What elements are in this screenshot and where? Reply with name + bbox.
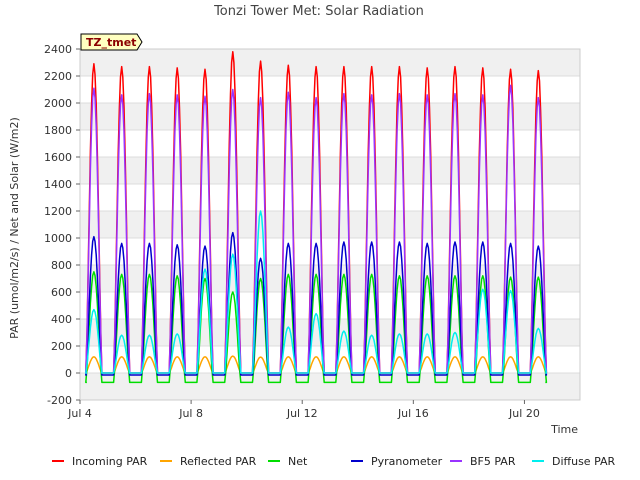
y-tick-label: -200 <box>47 394 72 407</box>
grid-band <box>80 49 580 76</box>
series-line <box>85 210 548 374</box>
grid-band <box>80 319 580 346</box>
y-tick-label: 800 <box>51 259 72 272</box>
legend-item: Pyranometer <box>351 455 443 468</box>
y-tick-label: 1400 <box>44 178 72 191</box>
y-tick-label: 1600 <box>44 151 72 164</box>
legend-label: Net <box>288 455 308 468</box>
y-tick-label: 200 <box>51 340 72 353</box>
series-line <box>85 355 548 374</box>
legend-label: Diffuse PAR <box>552 455 616 468</box>
y-axis-label: PAR (umol/m2/s) / Net and Solar (W/m2) <box>8 117 21 339</box>
x-axis: Jul 4 Jul 8 Jul 12 Jul 16 Jul 20 <box>67 400 540 420</box>
y-tick-label: 1200 <box>44 205 72 218</box>
plot-frame <box>79 48 581 401</box>
legend-item: Incoming PAR <box>52 455 148 468</box>
legend-item: Reflected PAR <box>160 455 257 468</box>
chart-title: Tonzi Tower Met: Solar Radiation <box>213 4 424 19</box>
legend-item: Diffuse PAR <box>532 455 616 468</box>
y-tick-label: 2000 <box>44 97 72 110</box>
x-tick-label: Jul 4 <box>67 407 92 420</box>
series-line <box>85 84 548 374</box>
site-tag: TZ_tmet <box>80 33 143 51</box>
legend-item: BF5 PAR <box>450 455 516 468</box>
legend-item: Net <box>268 455 308 468</box>
grid-band <box>80 373 580 400</box>
x-tick-label: Jul 12 <box>286 407 318 420</box>
grid-band <box>80 157 580 184</box>
legend-label: Pyranometer <box>371 455 443 468</box>
legend-label: BF5 PAR <box>470 455 516 468</box>
series-layer <box>85 50 548 384</box>
x-tick-label: Jul 20 <box>508 407 540 420</box>
x-tick-label: Jul 16 <box>397 407 429 420</box>
grid-band <box>80 103 580 130</box>
legend-label: Reflected PAR <box>180 455 257 468</box>
site-tag-box <box>80 33 143 51</box>
grid-bands <box>80 48 580 401</box>
y-tick-label: 2200 <box>44 70 72 83</box>
y-tick-label: 1800 <box>44 124 72 137</box>
x-axis-label: Time <box>550 423 578 436</box>
y-tick-label: 0 <box>65 367 72 380</box>
y-tick-label: 400 <box>51 313 72 326</box>
grid-band <box>80 211 580 238</box>
y-tick-label: 2400 <box>44 43 72 56</box>
y-tick-label: 1000 <box>44 232 72 245</box>
grid-band <box>80 265 580 292</box>
legend-label: Incoming PAR <box>72 455 148 468</box>
series-line <box>85 231 548 376</box>
site-tag-label: TZ_tmet <box>86 36 136 49</box>
x-tick-label: Jul 8 <box>178 407 203 420</box>
y-axis: -200 0 200 400 600 800 1000 1200 1400 1600 1800 200… <box>44 43 80 407</box>
legend: Incoming PAR Reflected PAR Net Pyranometer B… <box>52 455 616 468</box>
y-tick-label: 600 <box>51 286 72 299</box>
